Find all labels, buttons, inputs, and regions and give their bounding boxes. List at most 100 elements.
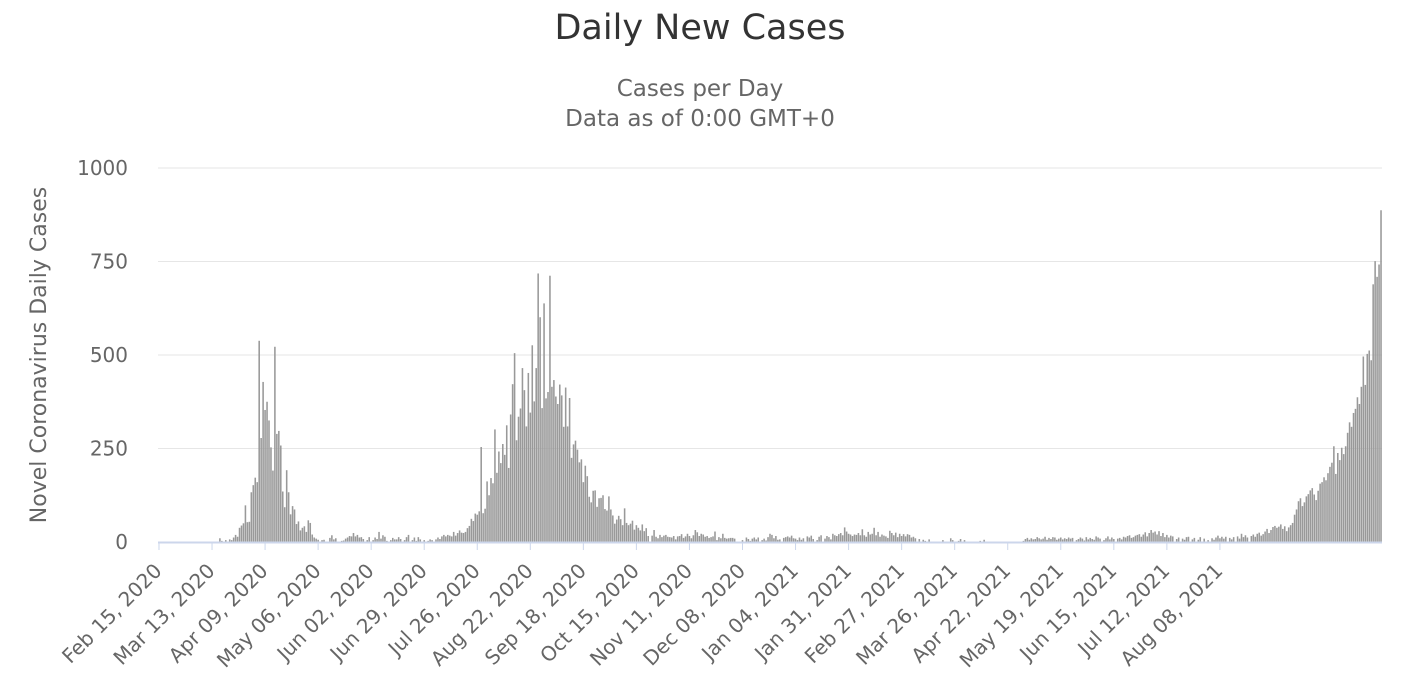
bar[interactable] <box>1044 536 1046 542</box>
bar[interactable] <box>1056 539 1058 542</box>
bar[interactable] <box>1368 350 1371 542</box>
bar[interactable] <box>1246 537 1249 542</box>
bar[interactable] <box>1228 537 1231 542</box>
bar[interactable] <box>745 537 748 542</box>
bar[interactable] <box>879 536 881 542</box>
bar[interactable] <box>610 509 612 542</box>
bar[interactable] <box>959 539 962 542</box>
bar[interactable] <box>1362 356 1365 543</box>
bar[interactable] <box>285 470 288 542</box>
bar[interactable] <box>317 539 319 542</box>
bar[interactable] <box>1358 403 1361 542</box>
bar[interactable] <box>619 519 622 542</box>
bar[interactable] <box>511 384 514 542</box>
bar[interactable] <box>1148 533 1150 542</box>
bar[interactable] <box>564 387 567 542</box>
bar[interactable] <box>1024 539 1027 542</box>
bar[interactable] <box>898 533 901 542</box>
bar[interactable] <box>606 510 608 542</box>
bar[interactable] <box>234 534 237 542</box>
bar[interactable] <box>1122 536 1125 542</box>
bar[interactable] <box>521 368 524 542</box>
bar[interactable] <box>1154 531 1156 542</box>
bar[interactable] <box>490 478 492 542</box>
bar[interactable] <box>1285 531 1288 542</box>
bar[interactable] <box>456 533 459 542</box>
bar[interactable] <box>321 540 323 542</box>
bar[interactable] <box>468 525 471 542</box>
bar[interactable] <box>228 539 231 542</box>
bar[interactable] <box>1120 539 1123 542</box>
bar[interactable] <box>582 482 585 542</box>
bar[interactable] <box>877 531 879 542</box>
bar[interactable] <box>1095 536 1097 542</box>
bar[interactable] <box>621 525 624 542</box>
bar[interactable] <box>429 539 431 542</box>
bar[interactable] <box>323 539 325 542</box>
bar[interactable] <box>696 532 699 542</box>
bar[interactable] <box>604 509 606 542</box>
bar[interactable] <box>753 537 756 542</box>
bar[interactable] <box>576 449 579 542</box>
bar[interactable] <box>531 345 534 542</box>
bar[interactable] <box>248 521 251 542</box>
bar[interactable] <box>219 538 221 542</box>
bar[interactable] <box>382 535 384 542</box>
bar[interactable] <box>242 523 245 542</box>
bar[interactable] <box>1150 530 1152 542</box>
bar[interactable] <box>1274 525 1276 542</box>
bar[interactable] <box>690 538 693 542</box>
bar[interactable] <box>443 534 445 542</box>
bar[interactable] <box>775 536 777 542</box>
bar[interactable] <box>1372 284 1374 542</box>
bar[interactable] <box>1175 539 1178 542</box>
bar[interactable] <box>889 530 891 542</box>
bar[interactable] <box>1089 537 1092 542</box>
bar[interactable] <box>258 340 260 542</box>
bar[interactable] <box>924 540 926 542</box>
bar[interactable] <box>1350 426 1353 542</box>
bar[interactable] <box>857 533 860 542</box>
bar[interactable] <box>543 303 545 542</box>
bar[interactable] <box>374 537 376 542</box>
bar[interactable] <box>710 537 712 542</box>
bar[interactable] <box>289 514 292 542</box>
bar[interactable] <box>266 401 268 542</box>
bar[interactable] <box>1295 509 1298 542</box>
bar[interactable] <box>1160 536 1162 542</box>
bar[interactable] <box>612 515 614 542</box>
bar[interactable] <box>417 537 420 542</box>
bar[interactable] <box>460 532 463 542</box>
bar[interactable] <box>1091 539 1093 542</box>
bar[interactable] <box>818 536 820 542</box>
bar[interactable] <box>1177 537 1180 542</box>
bar[interactable] <box>502 444 504 542</box>
bar[interactable] <box>1050 539 1052 542</box>
bar[interactable] <box>841 535 844 542</box>
bar[interactable] <box>547 392 549 542</box>
bar[interactable] <box>1130 537 1133 542</box>
bar[interactable] <box>832 533 834 542</box>
bar[interactable] <box>411 540 414 542</box>
bar[interactable] <box>545 398 547 542</box>
bar[interactable] <box>724 537 726 542</box>
bar[interactable] <box>392 537 394 542</box>
bar[interactable] <box>883 535 885 542</box>
bar[interactable] <box>808 537 811 542</box>
bar[interactable] <box>1309 490 1312 542</box>
bar[interactable] <box>299 530 302 542</box>
bar[interactable] <box>572 444 575 542</box>
bar[interactable] <box>555 396 557 542</box>
bar[interactable] <box>714 531 716 542</box>
bar[interactable] <box>470 518 473 542</box>
bar[interactable] <box>1085 537 1088 542</box>
bar[interactable] <box>1344 446 1347 542</box>
bar[interactable] <box>1313 494 1315 543</box>
bar[interactable] <box>484 508 486 542</box>
bar[interactable] <box>399 539 402 542</box>
bar[interactable] <box>498 451 500 542</box>
bar[interactable] <box>1054 537 1056 542</box>
bar[interactable] <box>1109 539 1111 542</box>
bar[interactable] <box>957 540 960 542</box>
bar[interactable] <box>527 372 530 542</box>
